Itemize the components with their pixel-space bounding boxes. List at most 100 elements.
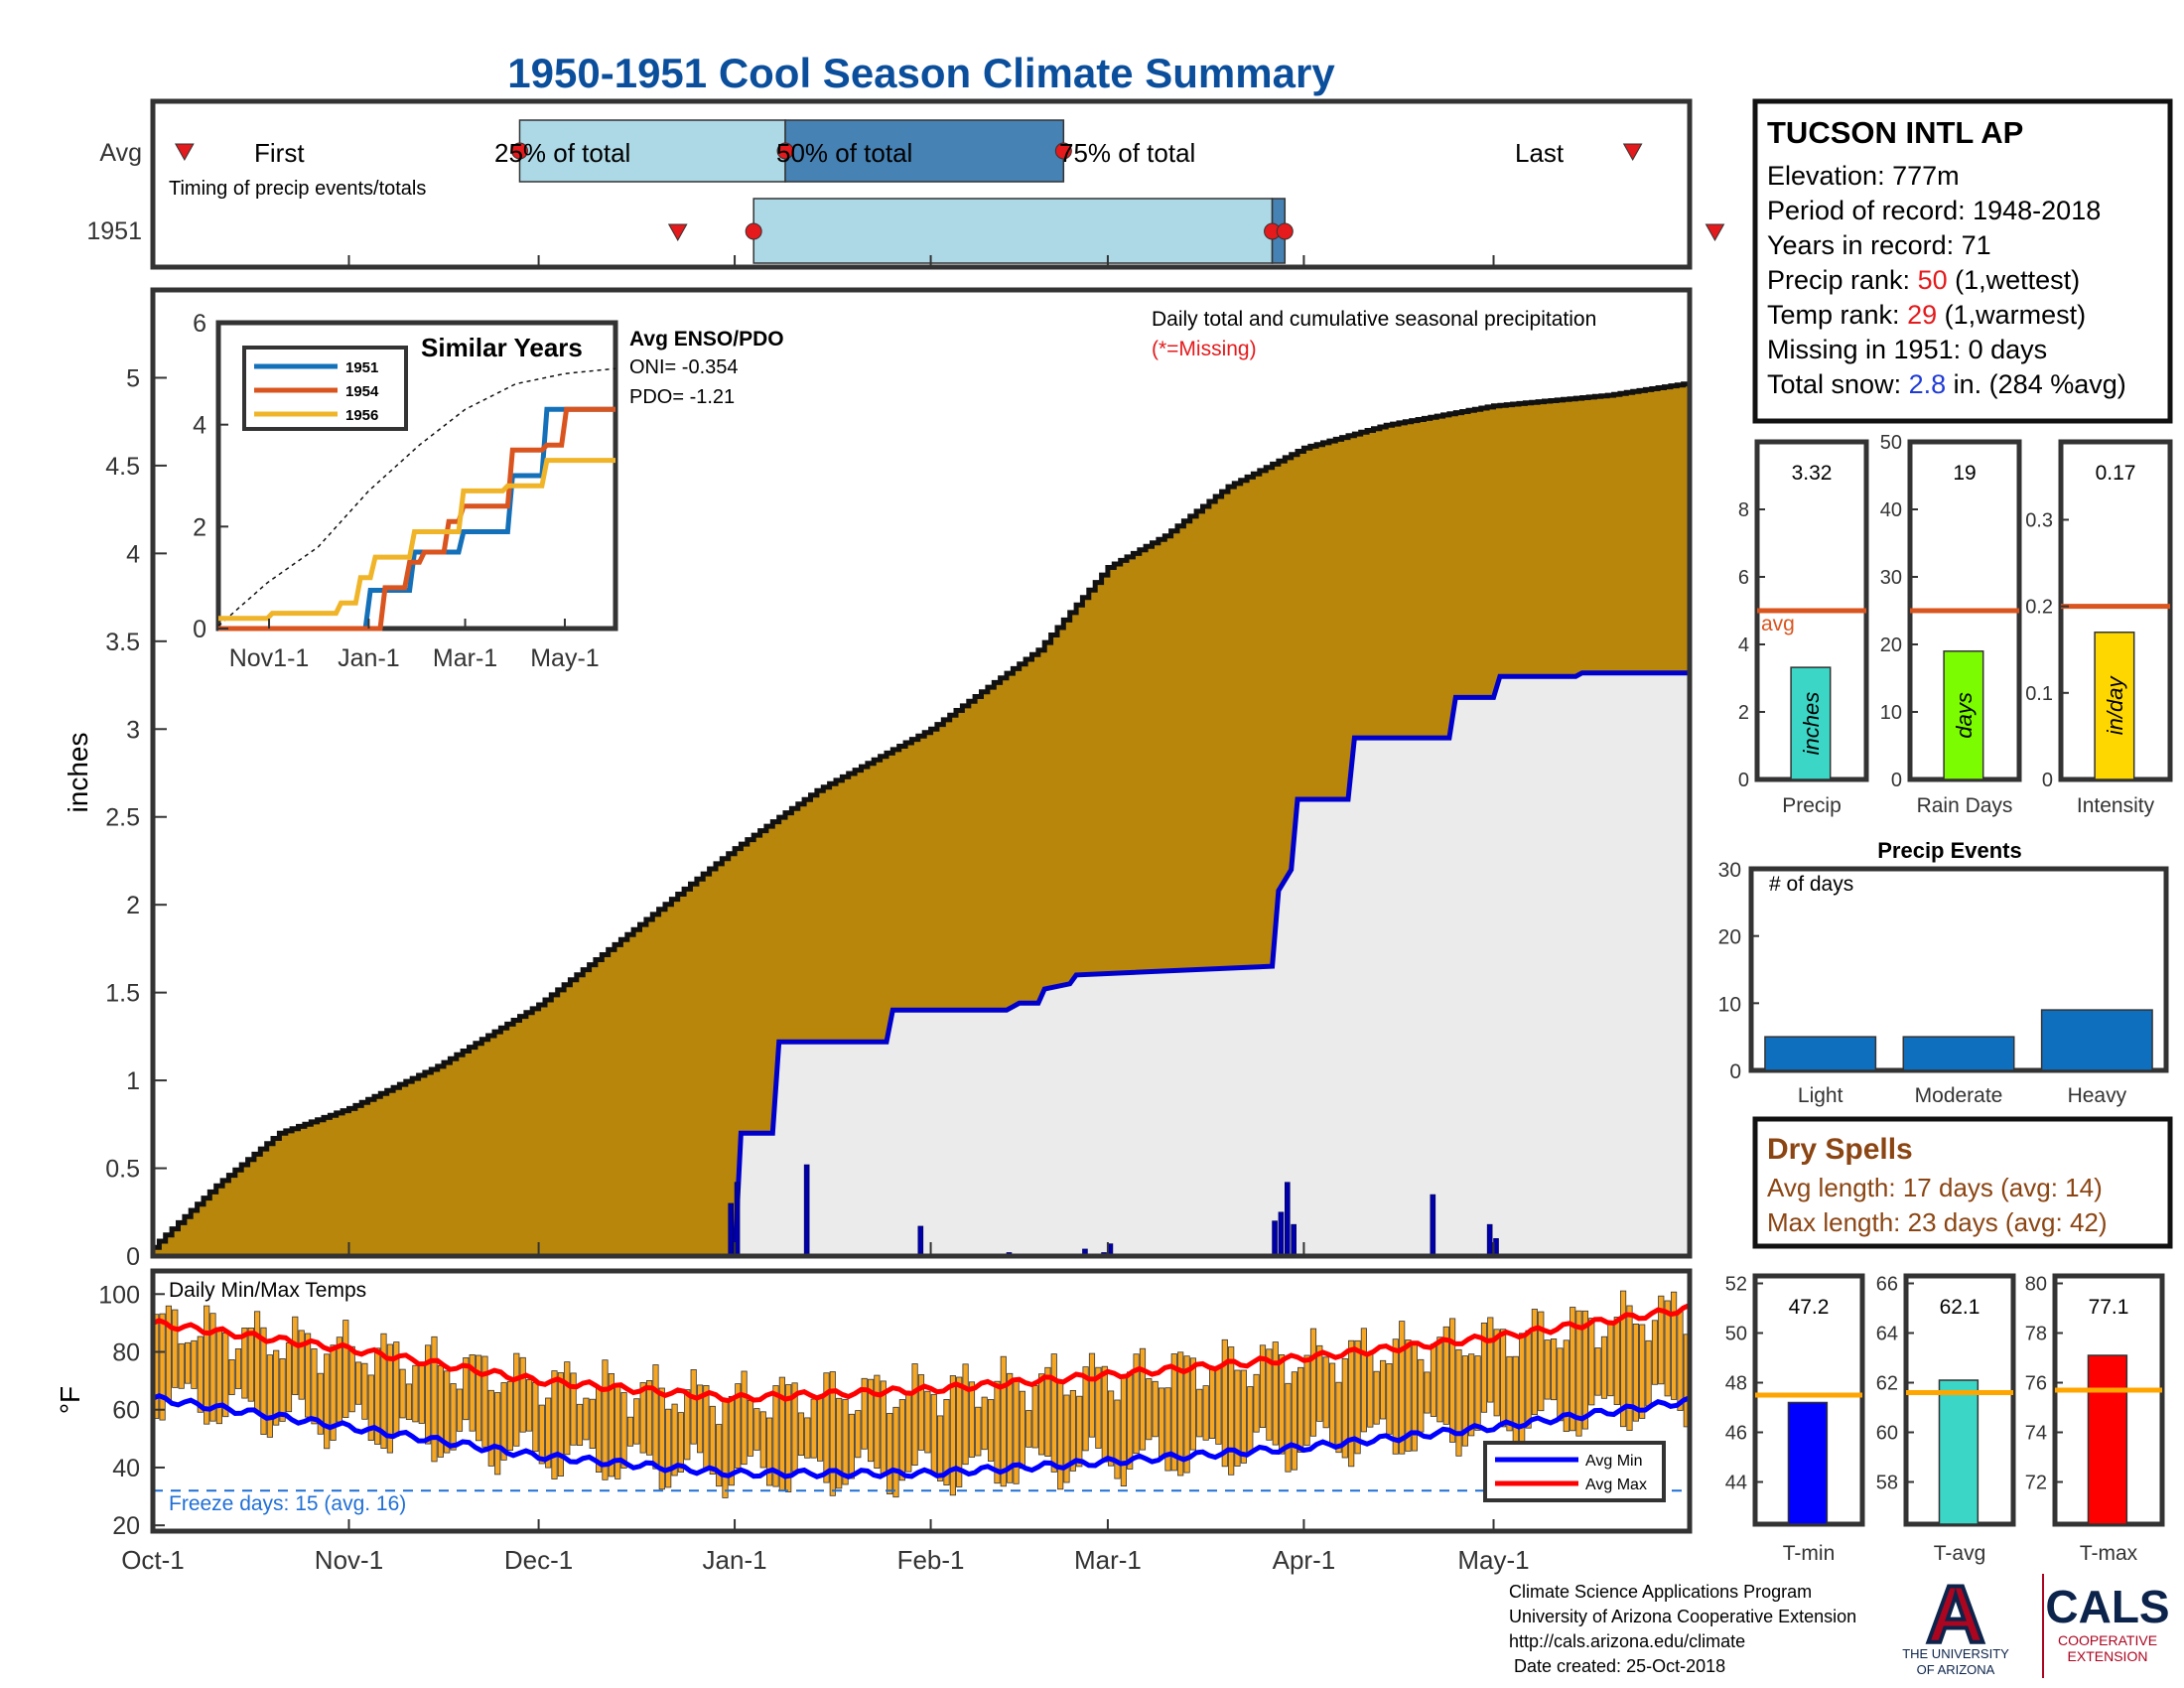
daily-temp-bar	[1253, 1373, 1260, 1433]
daily-temp-bar	[1405, 1339, 1412, 1452]
daily-temp-bar	[836, 1397, 843, 1489]
t-max-y-tick-label: 80	[2025, 1274, 2047, 1296]
daily-precip-bar	[1278, 1211, 1285, 1257]
t-min-panel: 47.2 44 46 48 50 52 T-min	[1725, 1273, 1865, 1565]
daily-temp-bar	[1442, 1326, 1449, 1425]
daily-temp-bar	[652, 1364, 659, 1470]
daily-temp-bar	[1247, 1386, 1254, 1455]
footer-credits: Climate Science Applications Program Uni…	[1509, 1582, 1856, 1676]
inset-y-tick-label: 2	[193, 513, 206, 541]
daily-temp-bar	[1335, 1381, 1342, 1454]
daily-temp-bar	[1189, 1357, 1196, 1451]
daily-temp-bar	[191, 1339, 198, 1389]
daily-precip-bar	[1291, 1223, 1297, 1257]
t-max-y-tick-label: 74	[2025, 1423, 2047, 1445]
precip-missing-note: (*=Missing)	[1152, 338, 1257, 360]
daily-temp-bar	[317, 1372, 324, 1435]
daily-temp-bar	[1139, 1347, 1147, 1451]
daily-temp-bar	[1341, 1358, 1348, 1459]
precip-total-panel: 3.32 0 2 4 6 8 Precip inches avg	[1738, 439, 1869, 817]
daily-temp-bar	[1309, 1328, 1317, 1437]
avg-75-marker	[1054, 142, 1072, 160]
daily-temp-bar	[1386, 1363, 1393, 1435]
daily-temp-bar	[1461, 1355, 1468, 1447]
year-first-marker	[667, 223, 688, 242]
daily-temp-bar	[1285, 1382, 1292, 1473]
t-avg-bar	[1938, 1379, 1979, 1525]
daily-temp-bar	[892, 1406, 899, 1498]
daily-temp-bar	[766, 1417, 773, 1486]
precip-y-tick-label: 4	[126, 540, 140, 568]
daily-temp-bar	[988, 1399, 995, 1462]
inset-title: Similar Years	[421, 333, 583, 362]
temp-rank-suffix: (1,warmest)	[1945, 300, 2087, 330]
temp-y-label: °F	[55, 1386, 85, 1414]
temp-y-tick-label: 80	[112, 1339, 140, 1367]
snow-value: 2.8	[1909, 369, 1947, 399]
daily-temp-bar	[620, 1392, 627, 1469]
event-bar-heavy	[2040, 1009, 2153, 1071]
timing-25-label: 25% of total	[494, 138, 630, 168]
station-missing: Missing in 1951: 0 days	[1767, 335, 2047, 364]
daily-temp-bar	[829, 1371, 836, 1496]
temp-y-tick-label: 20	[112, 1512, 140, 1540]
daily-temp-bar	[475, 1354, 482, 1442]
daily-temp-bar	[545, 1397, 552, 1469]
daily-temp-bar	[494, 1392, 501, 1476]
daily-temp-bar	[500, 1382, 507, 1461]
month-x-tick-label: Oct-1	[121, 1545, 185, 1575]
daily-temp-bar	[1506, 1355, 1513, 1432]
daily-temp-bar	[823, 1372, 830, 1483]
daily-temp-bar	[1000, 1355, 1007, 1487]
daily-temp-bar	[526, 1379, 533, 1432]
t-avg-y-tick-label: 64	[1876, 1324, 1898, 1345]
daily-temp-bar	[1050, 1353, 1057, 1473]
avg-cumulative-line	[153, 381, 1693, 1250]
daily-temp-bar	[1038, 1373, 1045, 1456]
t-min-y-tick-label: 52	[1725, 1274, 1747, 1296]
intensity-value-label: 0.17	[2096, 462, 2136, 485]
daily-temp-bar	[399, 1368, 406, 1419]
daily-temp-bar	[690, 1369, 697, 1445]
month-x-tick-label: Nov-1	[315, 1545, 383, 1575]
daily-temp-bar	[1367, 1352, 1374, 1428]
daily-temp-bar	[1360, 1328, 1367, 1433]
avg-last-marker	[1622, 143, 1643, 162]
precip-y-tick-label: 0	[126, 1243, 140, 1271]
daily-temp-bar	[354, 1361, 362, 1405]
ua-logo-text-1: THE UNIVERSITY	[1902, 1646, 2009, 1661]
year-75-marker	[1276, 222, 1294, 240]
daily-temp-bar	[759, 1411, 766, 1469]
footer-line-3: http://cals.arizona.edu/climate	[1509, 1631, 1745, 1651]
daily-temp-bar	[1127, 1371, 1134, 1470]
rain-days-y-tick-label: 50	[1880, 432, 1902, 454]
precip-total-avg-label: avg	[1761, 613, 1795, 635]
precip-y-tick-label: 1.5	[105, 980, 140, 1008]
daily-temp-bar	[311, 1348, 318, 1425]
temp-legend: Avg Min Avg Max	[1483, 1441, 1666, 1502]
daily-temp-bar	[1348, 1339, 1355, 1468]
inset-y-tick-label: 4	[193, 412, 206, 440]
daily-temp-bar	[304, 1333, 312, 1418]
timing-50-label: 50% of total	[776, 138, 912, 168]
daily-temp-bar	[1570, 1307, 1576, 1432]
dry-spells-box: Dry Spells Avg length: 17 days (avg: 14)…	[1752, 1116, 2173, 1249]
enso-pdo: PDO= -1.21	[629, 386, 735, 408]
daily-temp-bar	[228, 1359, 235, 1396]
precip-panel: 0 0.5 1 1.5 2 2.5 3 3.5 4 4.5 5 inches Daily total…	[63, 287, 1693, 1271]
dry-spells-max: Max length: 23 days (avg: 42)	[1767, 1207, 2108, 1237]
daily-temp-bar	[1164, 1387, 1171, 1472]
avg-25-marker	[510, 142, 528, 160]
event-category-label: Light	[1798, 1084, 1843, 1107]
daily-temp-bar	[810, 1398, 817, 1459]
daily-temp-bar	[330, 1344, 337, 1441]
avg-min-line	[152, 1393, 1692, 1480]
daily-temp-bar	[887, 1413, 893, 1495]
daily-temp-bar	[1600, 1336, 1608, 1399]
daily-temp-bar	[1183, 1355, 1190, 1474]
daily-temp-bar	[184, 1341, 192, 1384]
daily-temp-bar	[924, 1390, 931, 1454]
daily-temp-bar	[1480, 1323, 1488, 1413]
daily-temp-bar	[1095, 1366, 1102, 1449]
daily-temp-bar	[431, 1336, 438, 1463]
